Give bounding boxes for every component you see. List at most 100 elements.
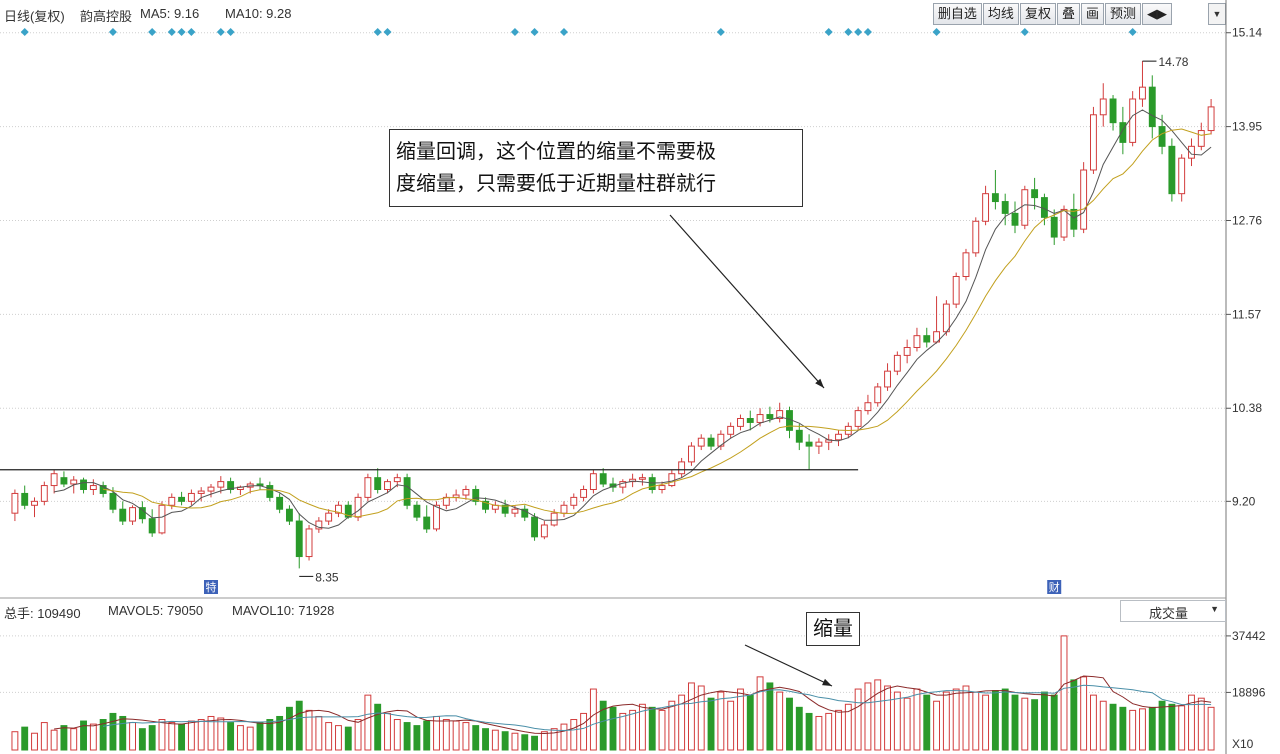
low-marker-label: 8.35 xyxy=(315,570,339,584)
candle-body xyxy=(923,335,931,343)
volume-bar xyxy=(70,728,78,751)
high-marker-label: 14.78 xyxy=(1158,55,1188,69)
volume-bar xyxy=(501,731,509,751)
volume-bar xyxy=(433,715,440,751)
price-ma10-line xyxy=(103,128,1212,518)
volume-bar xyxy=(599,700,607,751)
volume-bar xyxy=(776,691,784,751)
volume-bar xyxy=(31,732,38,751)
candle-body xyxy=(285,508,293,522)
candle-body xyxy=(482,500,489,510)
candle-body xyxy=(727,425,735,435)
candle-body xyxy=(854,410,862,427)
candle-body xyxy=(1139,86,1146,100)
candle-body xyxy=(687,445,695,463)
candle-body xyxy=(423,516,431,530)
signal-diamond xyxy=(177,28,186,36)
volume-bar xyxy=(864,682,872,751)
candle-body xyxy=(168,496,176,506)
candle-body xyxy=(766,414,774,419)
volume-bar xyxy=(109,712,117,751)
volume-bar xyxy=(1089,694,1097,751)
candle-body xyxy=(305,528,313,558)
candle-body xyxy=(109,492,117,510)
volume-bar xyxy=(893,691,901,751)
candle-body xyxy=(874,386,882,404)
volume-bar xyxy=(717,691,725,751)
volume-bar xyxy=(295,700,303,751)
volume-bar xyxy=(423,720,431,751)
candle-body xyxy=(40,485,48,502)
volume-bar xyxy=(570,719,578,751)
volume-tick-label: 18896 xyxy=(1232,685,1266,699)
candle-body xyxy=(697,437,705,447)
candle-body xyxy=(560,504,568,514)
volume-bar xyxy=(1031,699,1039,751)
candle-body xyxy=(638,477,646,480)
toolbar-button-6[interactable]: ◀▶ xyxy=(1142,3,1172,25)
candle-body xyxy=(795,429,803,443)
candle-body xyxy=(835,433,842,441)
candle-body xyxy=(629,478,637,483)
volume-bar xyxy=(236,725,244,751)
volume-bar xyxy=(217,717,225,751)
volume-bar xyxy=(903,697,911,751)
candle-body xyxy=(648,477,656,490)
volume-bar xyxy=(1207,706,1215,751)
volume-bar xyxy=(305,709,313,751)
event-marker-1 xyxy=(1047,580,1062,594)
candle-body xyxy=(511,508,519,514)
event-marker-0 xyxy=(204,580,218,594)
candle-body xyxy=(266,485,274,498)
candle-body xyxy=(717,433,725,447)
candle-body xyxy=(1060,208,1068,238)
candle-body xyxy=(315,520,323,530)
candle-body xyxy=(756,414,764,423)
candle-body xyxy=(521,508,529,518)
volume-bar xyxy=(795,706,803,751)
volume-bar xyxy=(1197,697,1205,751)
total-volume: 总手: 109490 xyxy=(4,606,81,621)
volume-bar xyxy=(393,719,401,751)
candle-body xyxy=(991,193,999,203)
price-tick-label: 11.57 xyxy=(1232,307,1261,321)
volume-bar xyxy=(1070,679,1078,751)
toolbar-button-3[interactable]: 叠 xyxy=(1056,3,1080,25)
candle-body xyxy=(1011,212,1019,226)
toolbar-button-4[interactable]: 画 xyxy=(1080,3,1104,25)
candle-body xyxy=(276,496,284,510)
signal-diamond xyxy=(716,28,725,36)
candle-body xyxy=(374,477,382,490)
signal-diamond xyxy=(148,28,157,36)
volume-bar xyxy=(658,709,666,751)
toolbar-button-2[interactable]: 复权 xyxy=(1019,3,1056,25)
price-header: 日线(复权) 韵高控股 MA5: 9.16 MA10: 9.28 删自选 均线 复权… xyxy=(0,0,1226,26)
volume-bar xyxy=(697,685,705,751)
volume-bar xyxy=(727,700,735,751)
toolbar-button-5[interactable]: 预测 xyxy=(1104,3,1141,25)
candle-body xyxy=(472,489,480,502)
volume-bar xyxy=(138,728,146,751)
volume-callout-arrow-head xyxy=(822,678,832,686)
candle-body xyxy=(540,524,548,538)
toolbar-button-0[interactable]: 删自选 xyxy=(932,3,982,25)
volume-bar xyxy=(158,719,166,751)
volume-bar xyxy=(707,697,715,751)
candle-body xyxy=(89,485,97,490)
volume-bar xyxy=(1129,709,1137,751)
volume-bar xyxy=(874,679,882,751)
toolbar-dropdown-button[interactable]: ▼ xyxy=(1208,3,1226,25)
signal-diamond xyxy=(863,28,872,36)
volume-bar xyxy=(540,731,548,751)
candle-body xyxy=(393,477,401,483)
annotation-line-2: 度缩量，只需要低于近期量柱群就行 xyxy=(396,173,716,195)
volume-bar xyxy=(384,712,391,751)
signal-diamond xyxy=(20,28,29,36)
candle-body xyxy=(1050,216,1058,238)
toolbar-button-1[interactable]: 均线 xyxy=(982,3,1019,25)
indicator-select[interactable]: 成交量 ▼ xyxy=(1120,600,1226,622)
period-label[interactable]: 日线(复权) xyxy=(4,9,65,24)
volume-bar xyxy=(550,728,558,751)
candle-body xyxy=(942,303,950,333)
volume-bar xyxy=(315,715,323,751)
